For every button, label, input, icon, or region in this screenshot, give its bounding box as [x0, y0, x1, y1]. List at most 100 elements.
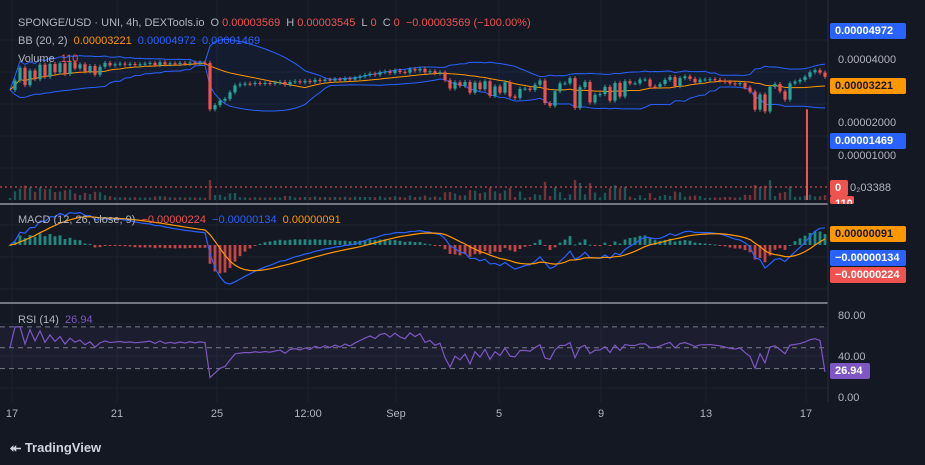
candle-body — [308, 80, 312, 82]
candle-body — [418, 68, 422, 71]
candle-body — [738, 83, 742, 85]
candle-body — [138, 64, 142, 66]
macd-histogram-bar — [433, 245, 437, 246]
candle-body — [83, 64, 87, 72]
candle-body — [788, 83, 792, 100]
candle-body — [18, 67, 22, 81]
macd-histogram-bar — [308, 239, 312, 245]
macd-histogram-bar — [563, 239, 567, 245]
macd-histogram-bar — [408, 241, 412, 245]
volume-bar — [813, 196, 817, 200]
volume-bar — [698, 196, 702, 200]
candle-body — [73, 62, 77, 69]
candle-body — [363, 75, 367, 77]
volume-bar — [268, 197, 272, 200]
candle-body — [358, 76, 362, 78]
macd-histogram-bar — [513, 245, 517, 252]
volume-bar — [273, 197, 277, 200]
volume-bar — [78, 195, 82, 200]
volume-bar — [38, 187, 42, 200]
macd-histogram-bar — [213, 245, 217, 272]
volume-bar — [158, 196, 162, 200]
macd-histogram-bar — [738, 245, 742, 249]
volume-bar — [643, 198, 647, 200]
macd-histogram-bar — [778, 245, 782, 249]
macd-histogram-bar — [728, 245, 732, 248]
open-value: 0.00003569 — [222, 17, 281, 29]
candle-body — [283, 81, 287, 85]
macd-histogram-bar — [293, 239, 297, 245]
volume-bar — [358, 197, 362, 200]
macd-histogram-bar — [448, 245, 452, 254]
macd-histogram-bar — [118, 245, 122, 246]
macd-histogram-bar — [503, 245, 507, 249]
volume-bar — [263, 197, 267, 200]
candle-body — [208, 62, 212, 110]
volume-bar — [808, 194, 812, 200]
macd-histogram-bar — [508, 245, 512, 251]
macd-signal-line — [9, 216, 826, 272]
volume-bar — [148, 197, 152, 200]
volume-bar — [648, 193, 652, 200]
macd-histogram-bar — [173, 245, 177, 249]
candle-body — [118, 63, 122, 65]
volume-bar — [83, 192, 87, 200]
macd-histogram-bar — [228, 245, 232, 269]
macd-histogram-bar — [718, 245, 722, 246]
volume-bar — [423, 195, 427, 200]
volume-bar — [598, 197, 602, 200]
candle-body — [668, 77, 672, 80]
bb-basis-value: 0.00003221 — [73, 35, 132, 47]
symbol-title: SPONGE/USD · UNI, 4h, DEXTools.io — [18, 17, 205, 29]
candle-body — [808, 72, 812, 77]
candle-body — [508, 82, 512, 97]
candle-body — [78, 64, 82, 69]
volume-bar — [418, 196, 422, 200]
volume-bar — [688, 196, 692, 200]
volume-bar — [748, 195, 752, 200]
candle-body — [178, 62, 182, 64]
macd-histogram-bar — [803, 235, 807, 245]
macd-histogram-bar — [598, 245, 602, 246]
candle-body — [623, 81, 627, 97]
volume-bar — [208, 180, 212, 200]
volume-bar — [43, 189, 47, 200]
macd-histogram-bar — [453, 245, 457, 255]
volume-bar — [458, 195, 462, 200]
volume-bar — [623, 187, 627, 200]
candle-body — [443, 72, 447, 81]
candle-body — [93, 66, 97, 75]
tradingview-logo[interactable]: ⯬ TradingView — [10, 439, 101, 456]
volume-bar — [223, 196, 227, 200]
rsi-legend: RSI (14) 26.94 — [18, 313, 96, 327]
macd-histogram-bar — [108, 245, 112, 246]
volume-bar — [303, 197, 307, 200]
macd-histogram-bar — [743, 245, 747, 251]
candle-body — [613, 83, 617, 101]
volume-bar — [193, 197, 197, 200]
macd-histogram-bar — [333, 240, 337, 245]
macd-histogram-bar — [788, 244, 792, 246]
candle-body — [568, 78, 572, 84]
volume-bar — [478, 193, 482, 200]
candle-body — [333, 79, 337, 81]
macd-histogram-bar — [428, 244, 432, 246]
macd-histogram-bar — [483, 245, 487, 252]
macd-histogram-bar — [668, 238, 672, 245]
macd-histogram-bar — [168, 245, 172, 249]
candle-body — [558, 83, 562, 92]
candle-body — [648, 79, 652, 87]
candle-body — [53, 63, 57, 73]
volume-bar — [803, 195, 807, 200]
candle-body — [303, 80, 307, 83]
macd-histogram-bar — [98, 245, 102, 248]
volume-bar — [618, 188, 622, 200]
volume-bar — [288, 196, 292, 200]
volume-bar — [33, 191, 37, 200]
volume-bar — [818, 196, 822, 200]
macd-histogram-bar — [68, 237, 72, 245]
volume-bar — [793, 196, 797, 200]
volume-bar — [318, 197, 322, 200]
macd-histogram-bar — [153, 245, 157, 249]
